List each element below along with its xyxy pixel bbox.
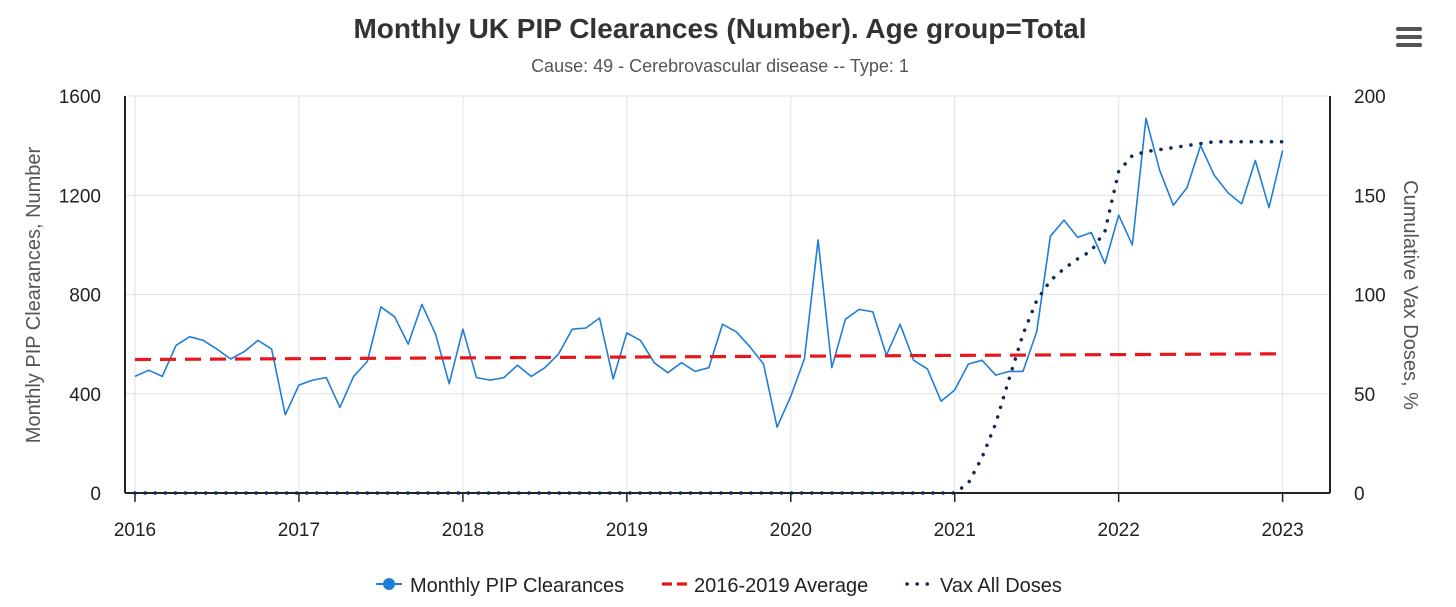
series-line-1 — [134, 352, 1283, 362]
y2-tick-label: 150 — [1354, 186, 1386, 207]
y-tick-label: 1200 — [59, 186, 101, 207]
legend-label: 2016-2019 Average — [694, 575, 868, 597]
y2-tick-label: 200 — [1354, 87, 1386, 108]
legend-item[interactable]: Vax All Doses — [905, 575, 1062, 597]
y2-axis-title: Cumulative Vax Doses, % — [1399, 180, 1421, 410]
axes — [124, 96, 1331, 502]
y-tick-label: 1600 — [59, 87, 101, 108]
series — [133, 117, 1285, 495]
chart-subtitle: Cause: 49 - Cerebrovascular disease -- T… — [531, 56, 909, 76]
grid — [125, 95, 1330, 494]
legend-marker — [383, 578, 395, 590]
chart-menu-button[interactable] — [1388, 18, 1432, 58]
x-tick-label: 2020 — [770, 520, 812, 541]
y-tick-label: 800 — [69, 286, 101, 307]
x-tick-label: 2021 — [934, 520, 976, 541]
y2-tick-label: 50 — [1354, 385, 1375, 406]
x-tick-label: 2023 — [1261, 520, 1303, 541]
series-line-0 — [134, 117, 1284, 429]
chart-title: Monthly UK PIP Clearances (Number). Age … — [353, 13, 1086, 44]
legend-item[interactable]: Monthly PIP Clearances — [376, 575, 624, 597]
x-tick-label: 2018 — [442, 520, 484, 541]
series-line-2 — [133, 139, 1285, 495]
x-tick-label: 2017 — [278, 520, 320, 541]
legend-item[interactable]: 2016-2019 Average — [662, 575, 868, 597]
y2-tick-label: 0 — [1354, 484, 1365, 505]
legend-label: Monthly PIP Clearances — [410, 575, 624, 597]
legend-label: Vax All Doses — [940, 575, 1062, 597]
y-tick-label: 0 — [90, 484, 101, 505]
tick-labels: 0 400 800 1200 1600 0 50 100 150 200 2016 2017 2018 2… — [59, 87, 1386, 541]
x-tick-label: 2016 — [114, 520, 156, 541]
y-axis-title: Monthly PIP Clearances, Number — [23, 146, 45, 443]
hamburger-menu-icon — [1396, 27, 1422, 47]
x-tick-label: 2019 — [606, 520, 648, 541]
y2-tick-label: 100 — [1354, 286, 1386, 307]
y-tick-label: 400 — [69, 385, 101, 406]
x-tick-label: 2022 — [1098, 520, 1140, 541]
legend: Monthly PIP Clearances 2016-2019 Average V… — [376, 575, 1062, 597]
